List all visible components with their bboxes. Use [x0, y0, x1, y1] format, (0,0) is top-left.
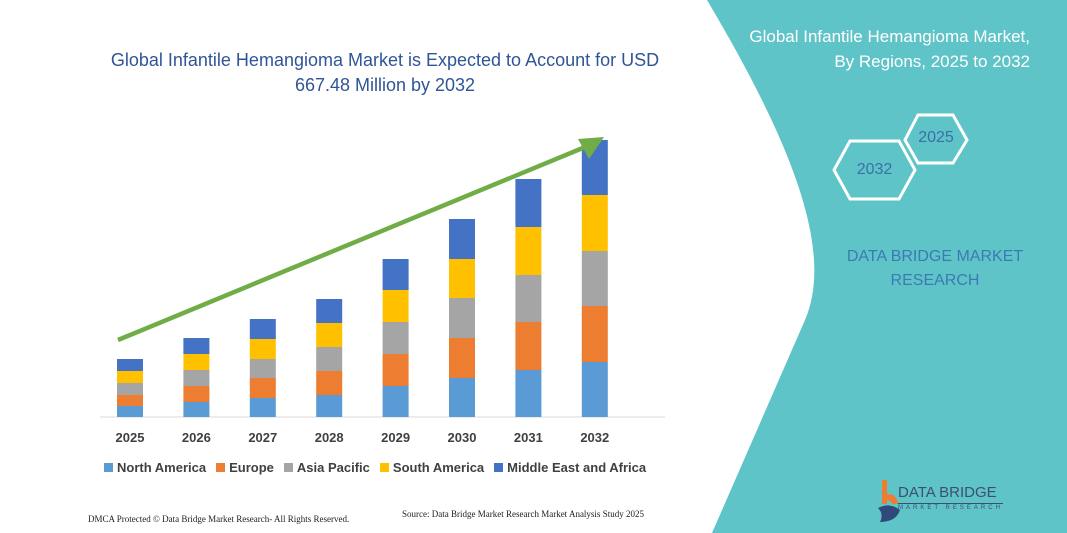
bar-segment-2030-south-america — [449, 259, 475, 298]
bar-segment-2030-asia-pacific — [449, 298, 475, 338]
bar-segment-2027-asia-pacific — [249, 359, 276, 378]
bar-segment-2032-asia-pacific — [581, 251, 608, 306]
bar-segment-2030-europe — [449, 338, 475, 378]
logo-text: DATA BRIDGE — [898, 484, 997, 501]
bar-segment-2032-south-america — [581, 195, 608, 251]
dmca-notice: DMCA Protected © Data Bridge Market Rese… — [88, 514, 350, 524]
bar-segment-2031-south-america — [515, 227, 542, 275]
bar-segment-2025-north-america — [117, 406, 143, 417]
bar-segment-2029-europe — [382, 354, 409, 386]
legend-label: Asia Pacific — [296, 460, 370, 475]
x-tick-label: 2026 — [181, 430, 211, 445]
bar-segment-2029-asia-pacific — [382, 322, 409, 354]
hexagon-2032 — [832, 139, 917, 201]
bar-segment-2029-middle-east-and-africa — [382, 259, 409, 290]
x-tick-label: 2030 — [447, 430, 477, 445]
bar-segment-2025-europe — [117, 395, 143, 406]
side-panel-background — [707, 0, 1067, 533]
x-tick-label: 2029 — [381, 430, 411, 445]
bar-segment-2026-south-america — [183, 354, 210, 370]
bar-segment-2030-middle-east-and-africa — [449, 219, 475, 259]
side-panel-title: Global Infantile Hemangioma Market, By R… — [749, 27, 1030, 71]
bar-segment-2027-north-america — [249, 398, 276, 417]
bar-segment-2029-north-america — [382, 386, 409, 417]
bar-segment-2028-asia-pacific — [316, 347, 343, 371]
x-tick-label: 2028 — [314, 430, 344, 445]
legend-item: South America — [379, 460, 485, 475]
x-tick-label: 2025 — [115, 430, 145, 445]
bar-segment-2027-europe — [249, 378, 276, 398]
bar-segment-2025-south-america — [117, 371, 143, 383]
legend: North America Europe Asia Pacific South … — [104, 460, 646, 475]
bar-segment-2028-north-america — [316, 395, 343, 417]
bar-segment-2032-north-america — [581, 362, 608, 417]
hex-label-2025: 2025 — [918, 129, 954, 146]
bar-segment-2029-south-america — [382, 290, 409, 322]
bar-segment-2032-europe — [581, 306, 608, 362]
bar-segment-2030-north-america — [449, 378, 475, 417]
bar-segment-2031-asia-pacific — [515, 275, 542, 322]
data-bridge-logo-icon — [878, 480, 900, 522]
logo-subtext: MARKET RESEARCH — [898, 503, 1003, 511]
legend-item: Middle East and Africa — [494, 460, 646, 475]
legend-label: Europe — [229, 460, 274, 475]
chart-title: Global Infantile Hemangioma Market is Ex… — [110, 50, 660, 95]
bar-segment-2027-middle-east-and-africa — [249, 319, 276, 339]
bar-segment-2028-europe — [316, 371, 343, 395]
legend-label: Middle East and Africa — [507, 460, 647, 475]
bar-segment-2026-middle-east-and-africa — [183, 338, 210, 354]
legend-item: Asia Pacific — [283, 460, 370, 475]
bar-segment-2028-south-america — [316, 323, 343, 347]
legend-item: North America — [104, 460, 206, 475]
bar-segment-2025-asia-pacific — [117, 383, 143, 395]
legend-item: Europe — [216, 460, 274, 475]
x-tick-label: 2027 — [248, 430, 278, 445]
bar-segment-2031-europe — [515, 322, 542, 370]
bar-segment-2027-south-america — [249, 339, 276, 359]
trend-arrow — [117, 137, 604, 343]
source-note: Source: Data Bridge Market Research Mark… — [402, 509, 644, 519]
bar-segment-2026-europe — [183, 386, 210, 402]
bar-segment-2031-north-america — [515, 370, 542, 417]
legend-label: South America — [392, 460, 485, 475]
bar-segment-2028-middle-east-and-africa — [316, 299, 343, 323]
bar-segment-2031-middle-east-and-africa — [515, 179, 542, 227]
brand-text: DATA BRIDGE MARKET RESEARCH — [846, 248, 1024, 289]
hex-label-2032: 2032 — [856, 161, 893, 178]
x-tick-label: 2031 — [513, 430, 543, 445]
bar-segment-2026-north-america — [183, 402, 210, 417]
bar-segment-2026-asia-pacific — [183, 370, 210, 386]
legend-label: North America — [117, 460, 207, 475]
x-tick-label: 2032 — [580, 430, 610, 445]
hexagon-2025 — [903, 113, 969, 165]
bar-segment-2025-middle-east-and-africa — [117, 359, 143, 371]
